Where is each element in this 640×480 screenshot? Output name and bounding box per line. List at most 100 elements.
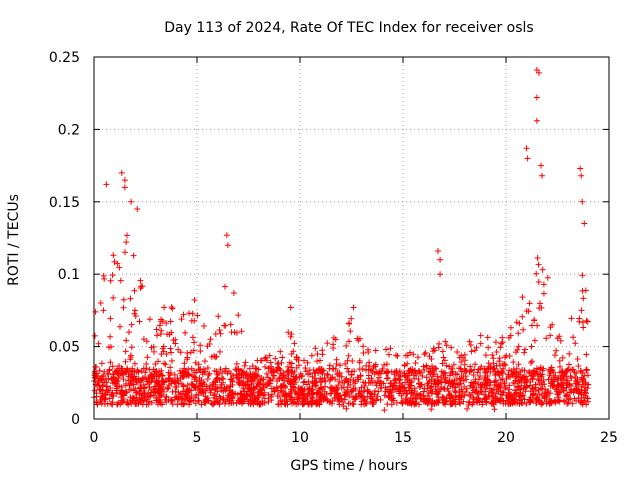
- data-point: [385, 368, 392, 375]
- data-point: [407, 379, 414, 386]
- data-point: [128, 344, 135, 351]
- data-point: [313, 389, 320, 396]
- data-point: [190, 347, 197, 354]
- data-point: [383, 369, 390, 376]
- data-point: [523, 373, 530, 380]
- data-point: [347, 328, 354, 335]
- data-point: [382, 388, 389, 395]
- data-point: [520, 392, 527, 399]
- data-point: [515, 343, 522, 350]
- data-point: [567, 382, 574, 389]
- data-point: [143, 338, 150, 345]
- data-point: [477, 332, 484, 339]
- data-point: [539, 172, 546, 179]
- data-point: [314, 390, 321, 397]
- data-point: [131, 307, 138, 314]
- data-point: [197, 342, 204, 349]
- data-point: [474, 369, 481, 376]
- y-tick-label: 0.2: [58, 122, 80, 138]
- data-point: [548, 379, 555, 386]
- data-point: [203, 395, 210, 402]
- data-point: [497, 344, 504, 351]
- data-point: [404, 352, 411, 359]
- data-point: [97, 397, 104, 404]
- data-point: [497, 382, 504, 389]
- data-point: [482, 374, 489, 381]
- data-point: [290, 348, 297, 355]
- data-point: [302, 364, 309, 371]
- data-point: [109, 380, 116, 387]
- data-point: [243, 391, 250, 398]
- data-point: [198, 377, 205, 384]
- data-point: [428, 400, 435, 407]
- data-point: [234, 391, 241, 398]
- data-point: [312, 345, 319, 352]
- data-point: [457, 380, 464, 387]
- data-point: [191, 367, 198, 374]
- data-point: [191, 317, 198, 324]
- data-point: [575, 395, 582, 402]
- data-point: [381, 407, 388, 414]
- data-point: [140, 374, 147, 381]
- data-point: [441, 357, 448, 364]
- data-point: [283, 396, 290, 403]
- data-point: [457, 365, 464, 372]
- data-point: [92, 308, 99, 315]
- data-point: [420, 392, 427, 399]
- data-point: [213, 395, 220, 402]
- data-point: [178, 381, 185, 388]
- data-point: [305, 386, 312, 393]
- data-point: [275, 401, 282, 408]
- data-point: [157, 330, 164, 337]
- data-point: [204, 343, 211, 350]
- data-point: [584, 367, 591, 374]
- data-point: [468, 379, 475, 386]
- data-point: [383, 361, 390, 368]
- data-point: [338, 373, 345, 380]
- data-point: [539, 266, 546, 273]
- data-point: [412, 360, 419, 367]
- data-point: [578, 307, 585, 314]
- data-point: [367, 395, 374, 402]
- data-point: [206, 370, 213, 377]
- data-point: [420, 363, 427, 370]
- data-point: [299, 387, 306, 394]
- data-point: [108, 400, 115, 407]
- data-point: [165, 369, 172, 376]
- data-point: [327, 384, 334, 391]
- data-point: [437, 386, 444, 393]
- data-point: [279, 354, 286, 361]
- y-tick-label: 0.1: [58, 267, 80, 283]
- data-point: [107, 277, 114, 284]
- data-point: [523, 401, 530, 408]
- data-point: [109, 392, 116, 399]
- data-point: [489, 352, 496, 359]
- data-point: [263, 357, 270, 364]
- data-point: [293, 354, 300, 361]
- data-point: [443, 397, 450, 404]
- data-point: [125, 377, 132, 384]
- data-point: [509, 370, 516, 377]
- data-point: [144, 380, 151, 387]
- data-point: [526, 368, 533, 375]
- data-point: [518, 376, 525, 383]
- data-point: [317, 357, 324, 364]
- data-point: [356, 359, 363, 366]
- data-point: [191, 339, 198, 346]
- data-point: [91, 368, 98, 375]
- data-point: [91, 332, 98, 339]
- data-point: [344, 365, 351, 372]
- data-point: [532, 381, 539, 388]
- data-point: [533, 94, 540, 101]
- data-point: [466, 391, 473, 398]
- data-point: [374, 393, 381, 400]
- data-point: [523, 383, 530, 390]
- data-point: [466, 398, 473, 405]
- data-point: [176, 367, 183, 374]
- data-point: [122, 348, 129, 355]
- data-point: [481, 395, 488, 402]
- data-point: [144, 394, 151, 401]
- data-point: [306, 367, 313, 374]
- data-point: [540, 290, 547, 297]
- data-point: [178, 316, 185, 323]
